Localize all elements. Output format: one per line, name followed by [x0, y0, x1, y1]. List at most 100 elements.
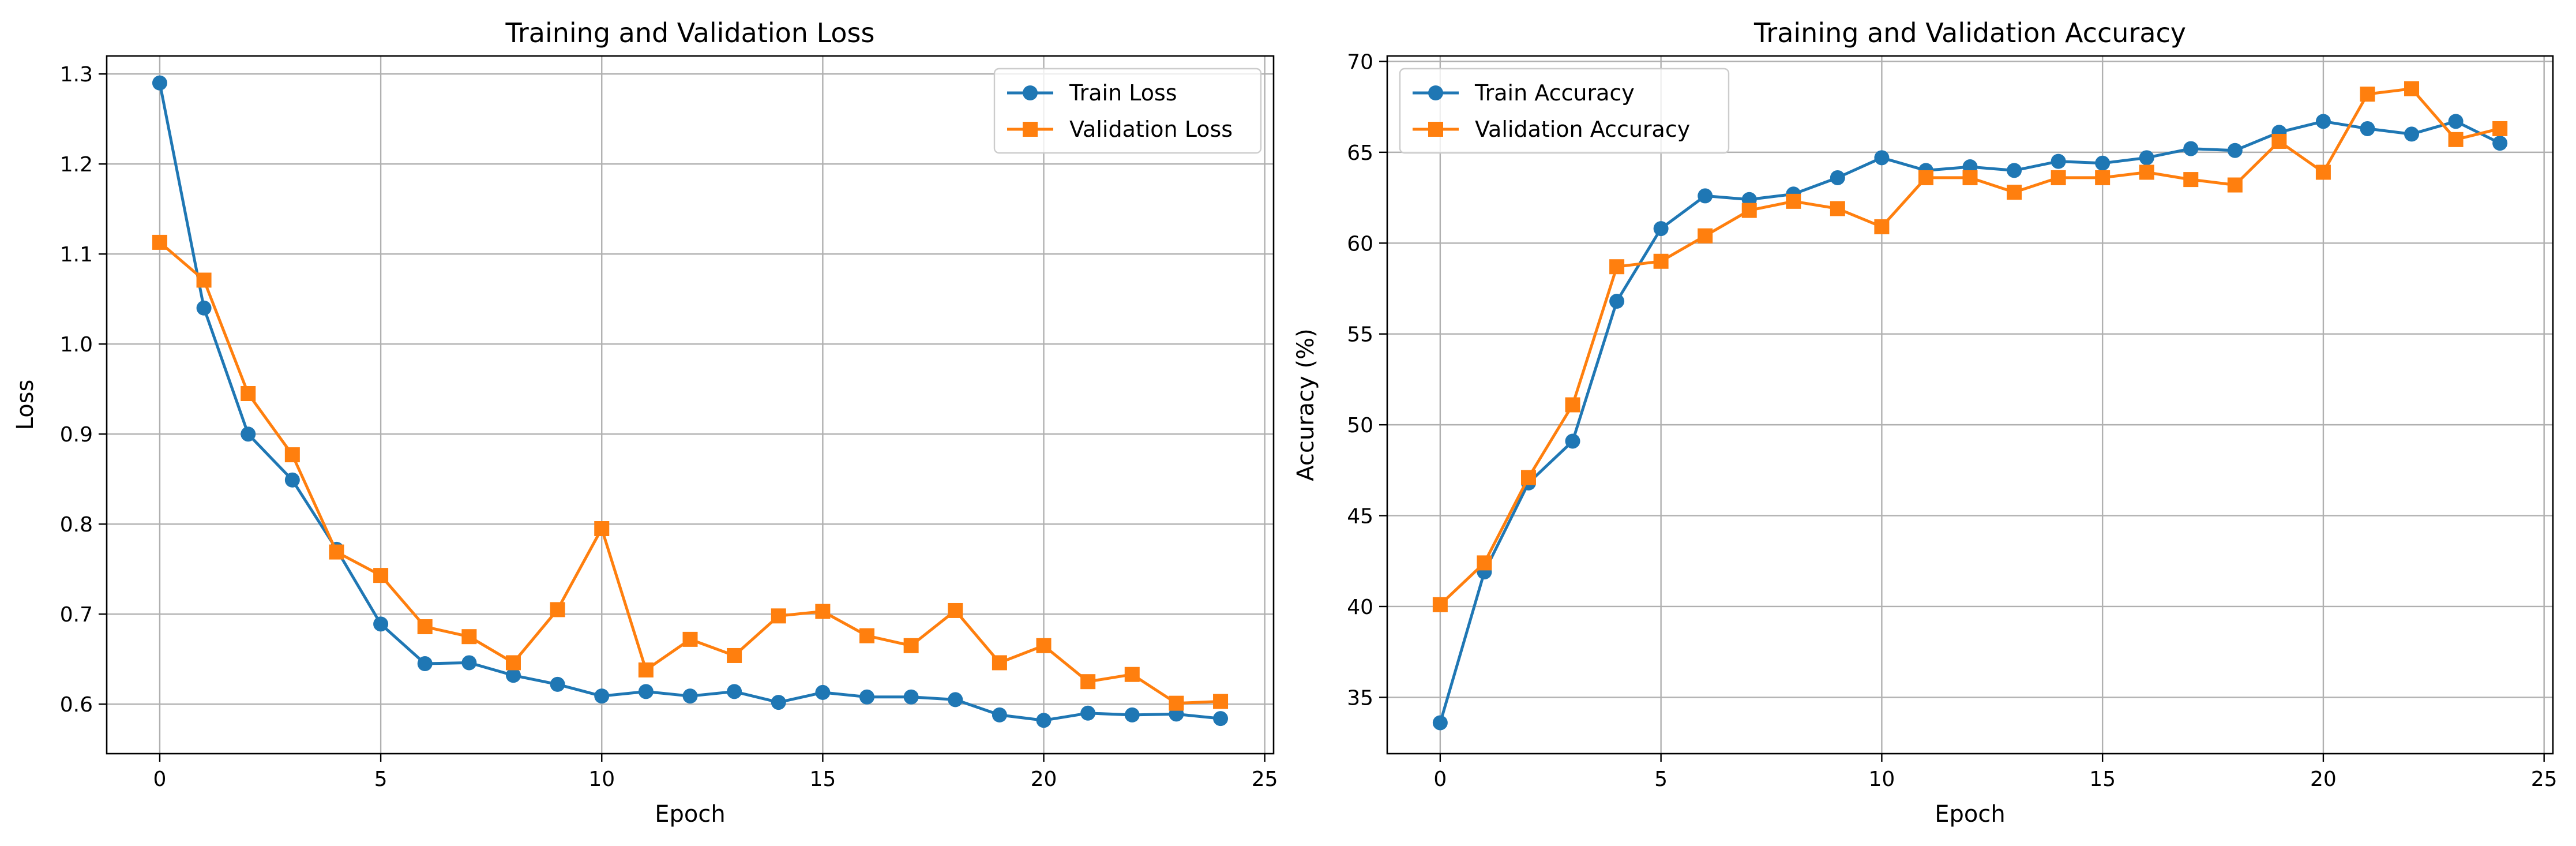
data-point-1-18 [948, 602, 963, 618]
data-point-1-18 [2227, 177, 2243, 193]
data-point-1-4 [329, 544, 344, 560]
data-point-1-5 [1653, 253, 1669, 269]
x-axis-label: Epoch [1935, 801, 2005, 828]
x-tick-label: 25 [1252, 768, 1278, 791]
x-tick-label: 0 [153, 768, 167, 791]
legend-marker-circle [1023, 85, 1038, 100]
data-point-1-12 [1962, 170, 1978, 185]
data-point-0-7 [461, 655, 477, 671]
data-point-0-19 [992, 707, 1007, 723]
data-point-1-10 [1874, 219, 1890, 234]
chart-title: Training and Validation Loss [505, 17, 875, 48]
data-point-0-13 [727, 684, 742, 699]
data-point-0-9 [1830, 170, 1845, 185]
data-point-0-2 [241, 426, 256, 442]
data-point-0-22 [1124, 707, 1140, 723]
axes-frame [106, 55, 1275, 755]
data-point-0-12 [682, 688, 698, 704]
data-point-0-6 [1698, 188, 1713, 204]
data-point-0-24 [2492, 136, 2508, 151]
data-point-0-21 [2360, 121, 2375, 136]
data-point-0-4 [1609, 294, 1625, 309]
legend-box [993, 68, 1262, 154]
data-point-1-8 [505, 655, 521, 671]
y-tick-label: 40 [1347, 596, 1373, 619]
y-tick-label: 1.3 [60, 63, 93, 87]
data-point-1-3 [284, 447, 300, 463]
data-point-1-9 [550, 602, 565, 617]
data-point-1-1 [196, 272, 212, 288]
data-point-1-15 [2095, 170, 2111, 185]
data-point-1-22 [2404, 81, 2420, 96]
data-point-1-21 [1080, 674, 1096, 690]
x-tick-label: 15 [2089, 768, 2116, 791]
legend-entry-label: Train Accuracy [1474, 80, 1635, 106]
data-point-1-5 [373, 568, 389, 583]
plot-area [107, 56, 1274, 754]
y-tick-label: 0.8 [60, 513, 93, 537]
y-tick-label: 35 [1347, 686, 1373, 710]
x-tick-label: 5 [374, 768, 388, 791]
data-point-0-10 [1874, 150, 1890, 166]
data-point-1-13 [2007, 185, 2022, 200]
data-point-0-1 [196, 300, 212, 316]
data-point-0-17 [903, 689, 919, 705]
y-tick-label: 0.7 [60, 603, 93, 627]
data-point-1-24 [2492, 121, 2508, 136]
x-tick-label: 20 [2310, 768, 2337, 791]
data-point-1-14 [771, 608, 786, 624]
y-tick-label: 1.0 [60, 333, 93, 357]
accuracy-chart-panel: 0 5 10 15 20 25 35 40 45 50 55 60 65 70 Training and V… [1293, 17, 2558, 828]
data-point-1-16 [859, 628, 875, 643]
data-point-1-3 [1565, 397, 1580, 413]
data-point-0-8 [505, 668, 521, 683]
data-point-0-23 [2448, 114, 2464, 129]
legend-marker-square [1023, 122, 1038, 137]
data-point-1-17 [2183, 172, 2199, 188]
y-tick-label: 1.2 [60, 153, 93, 177]
data-point-1-2 [1520, 470, 1536, 485]
data-point-1-23 [2448, 132, 2464, 147]
legend: Train Loss Validation Loss [993, 68, 1262, 154]
data-point-0-6 [417, 656, 433, 671]
data-point-0-14 [771, 695, 786, 710]
data-point-1-16 [2139, 164, 2154, 180]
data-point-0-0 [152, 75, 167, 91]
data-point-1-7 [461, 629, 477, 645]
x-tick-label: 0 [1433, 768, 1447, 791]
legend-marker-circle [1428, 85, 1443, 100]
data-point-1-22 [1124, 667, 1140, 682]
data-point-0-11 [638, 684, 654, 699]
data-point-0-17 [2183, 141, 2199, 156]
data-point-1-23 [1169, 695, 1184, 711]
data-point-1-0 [152, 234, 167, 250]
data-point-1-6 [417, 619, 433, 635]
data-point-1-1 [1477, 555, 1492, 571]
data-point-0-24 [1213, 711, 1229, 727]
data-point-1-12 [682, 631, 698, 647]
x-tick-label: 20 [1031, 768, 1057, 791]
legend-box [1399, 68, 1730, 154]
data-point-1-7 [1741, 203, 1757, 218]
x-axis-label: Epoch [655, 801, 725, 828]
y-tick-label: 70 [1347, 50, 1373, 74]
data-point-0-5 [373, 616, 389, 632]
data-point-0-22 [2404, 126, 2420, 142]
x-tick-label: 15 [809, 768, 836, 791]
data-point-0-9 [550, 676, 565, 692]
data-point-1-11 [1918, 170, 1933, 185]
data-point-1-20 [1036, 638, 1052, 653]
y-tick-label: 0.9 [60, 423, 93, 447]
data-point-1-2 [241, 386, 256, 401]
data-point-1-8 [1786, 193, 1801, 209]
axes-frame [1386, 55, 2554, 755]
y-tick-label: 1.1 [60, 243, 93, 267]
data-point-0-21 [1080, 705, 1096, 721]
data-point-0-13 [2007, 163, 2022, 178]
data-point-1-19 [2271, 133, 2287, 149]
data-point-1-14 [2051, 170, 2066, 185]
x-tick-label: 10 [588, 768, 615, 791]
x-tick-label: 5 [1654, 768, 1668, 791]
data-point-0-15 [2095, 155, 2111, 171]
